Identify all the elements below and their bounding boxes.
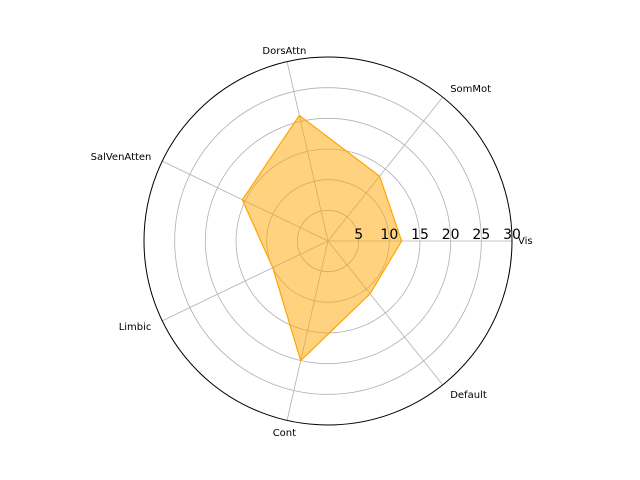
axis-label-dorsattn: DorsAttn: [262, 46, 306, 57]
rtick-label-10: 10: [380, 227, 398, 243]
rtick-label-30: 30: [503, 227, 521, 243]
axis-label-sommot: SomMot: [450, 84, 491, 95]
axis-label-salvenatten: SalVenAtten: [91, 152, 152, 163]
rtick-label-25: 25: [472, 227, 490, 243]
radar-series-layer: [241, 114, 403, 362]
rtick-label-15: 15: [411, 227, 429, 243]
axis-labels: Vis SomMot DorsAttn SalVenAtten Limbic Cont De…: [91, 46, 533, 439]
radial-tick-labels: 5 10 15 20 25 30: [354, 227, 521, 243]
axis-label-cont: Cont: [273, 428, 296, 439]
rtick-label-20: 20: [442, 227, 460, 243]
axis-label-default: Default: [450, 390, 487, 401]
axis-label-limbic: Limbic: [119, 322, 152, 333]
rtick-label-5: 5: [354, 227, 363, 243]
outer-frame: [143, 56, 513, 426]
axis-label-vis: Vis: [518, 236, 533, 247]
series-0-area: [241, 114, 403, 362]
